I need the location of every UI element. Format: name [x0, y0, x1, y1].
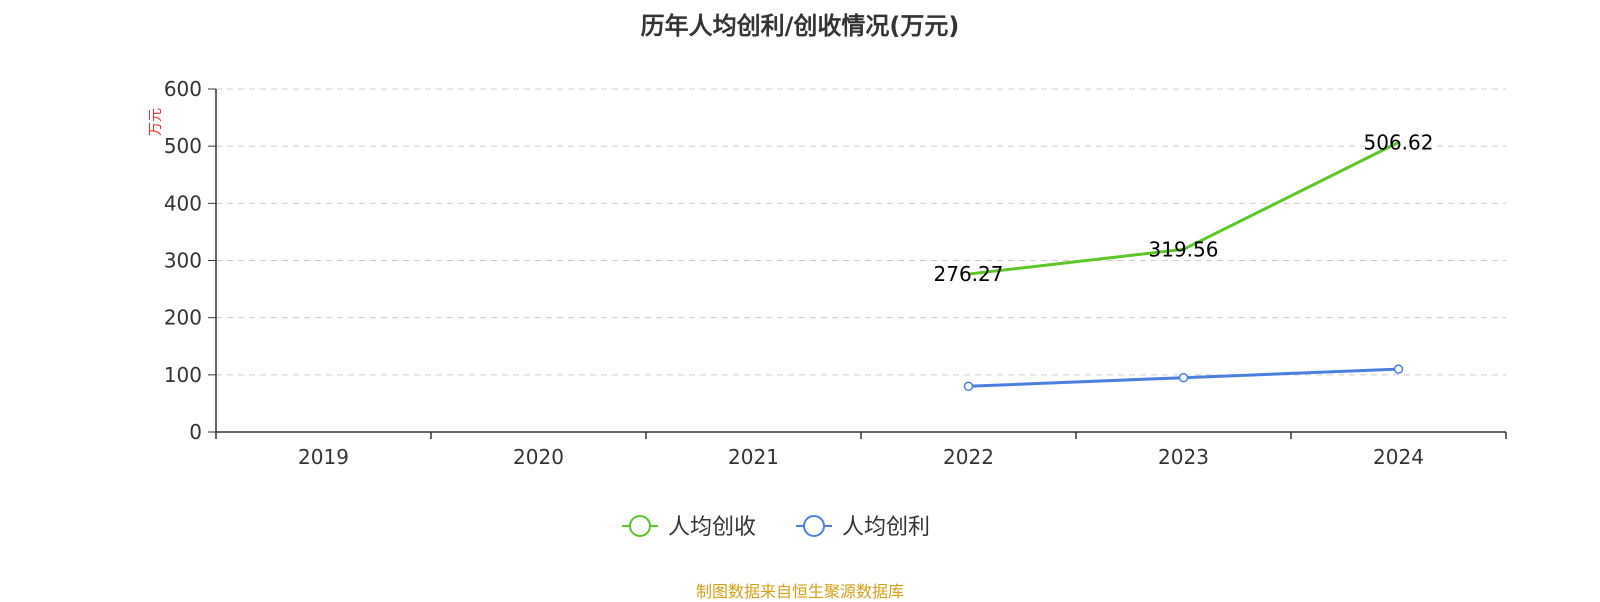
y-axis-unit-label: 万元 [148, 108, 164, 136]
y-tick-label: 0 [189, 420, 202, 444]
y-tick-label: 600 [164, 77, 202, 101]
data-label: 276.27 [934, 262, 1004, 286]
data-point [963, 381, 974, 392]
x-tick-label: 2024 [1373, 445, 1424, 469]
series-line-1 [968, 141, 1400, 276]
legend-label: 人均创利 [842, 515, 930, 540]
data-label: 319.56 [1149, 237, 1219, 261]
y-tick-label: 300 [164, 249, 202, 273]
legend-marker-icon [803, 515, 825, 537]
y-tick-label: 400 [164, 191, 202, 215]
legend-marker-icon [629, 515, 651, 537]
x-tick-label: 2019 [298, 445, 349, 469]
data-point [1393, 364, 1404, 374]
x-tick-label: 2020 [513, 445, 564, 469]
x-tick-label: 2021 [728, 445, 779, 469]
legend-label: 人均创收 [668, 515, 756, 540]
y-tick-label: 500 [164, 134, 202, 158]
data-point [1178, 372, 1189, 383]
x-tick-label: 2022 [943, 445, 994, 469]
chart-title: 历年人均创利/创收情况(万元) [640, 12, 960, 40]
data-label: 506.62 [1364, 130, 1434, 154]
y-tick-label: 200 [164, 306, 202, 330]
y-tick-label: 100 [164, 363, 202, 387]
x-tick-label: 2023 [1158, 445, 1209, 469]
data-source-note: 制图数据来自恒生聚源数据库 [695, 582, 904, 601]
